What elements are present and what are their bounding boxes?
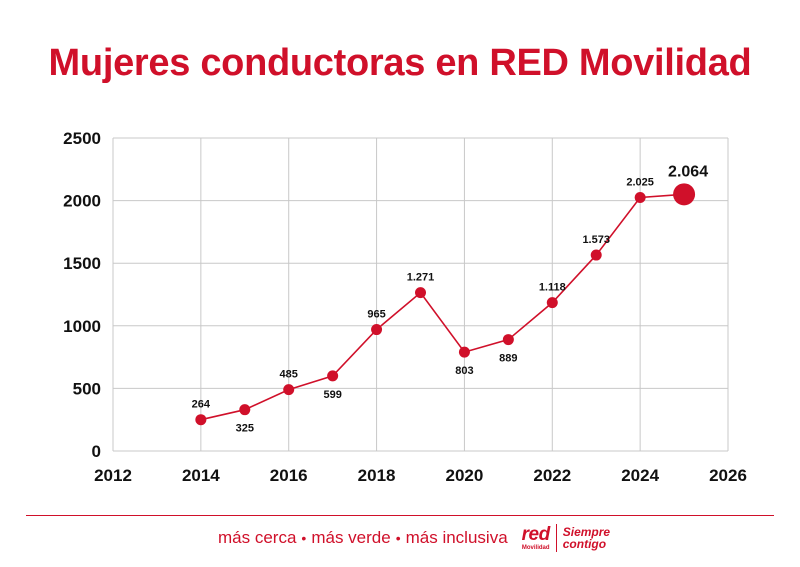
x-axis-ticks: 2012 2014 2016 2018 2020 2022 2024 2026 [94,466,747,485]
logo-divider [555,524,557,552]
data-points [195,183,696,426]
data-point [283,384,295,396]
data-label: 2.025 [626,176,654,188]
x-tick-label: 2022 [533,466,571,485]
data-point [546,297,558,309]
y-axis-ticks: 0 500 1000 1500 2000 2500 [63,129,101,461]
series-line-path [200,193,685,421]
data-point [634,191,646,203]
x-tick-label: 2024 [621,466,659,485]
data-label: 803 [455,365,473,377]
y-tick-label: 2500 [63,129,101,148]
data-label: 889 [499,353,517,365]
slogan-line: Siempre [562,525,611,539]
y-tick-label: 2000 [63,192,101,211]
tagline-separator: • [301,530,307,546]
x-tick-label: 2014 [182,466,220,485]
data-point [590,249,602,261]
data-label: 599 [323,389,341,401]
data-label: 1.118 [539,282,566,294]
tagline-separator: • [395,530,401,546]
tagline-part: más cerca [218,528,297,547]
y-tick-label: 500 [73,379,101,398]
x-tick-label: 2016 [270,466,308,485]
x-tick-label: 2012 [94,466,132,485]
data-label: 2.064 [668,163,708,180]
data-label: 264 [192,399,211,411]
data-label: 1.573 [582,234,610,246]
data-labels: 264 325 485 599 965 1.271 803 889 1.118 1.573 2.02… [192,163,709,434]
x-tick-label: 2018 [358,466,396,485]
slogan-line: contigo [562,537,607,551]
data-point [195,414,207,426]
slogan: Siempre contigo [563,526,610,550]
data-label: 325 [236,423,254,435]
data-point [371,324,383,336]
data-label: 1.271 [407,272,435,284]
data-point-highlight [673,183,696,206]
data-point [239,404,251,416]
red-movilidad-logo: red Movilidad [521,524,551,551]
x-tick-label: 2026 [709,466,747,485]
data-point [415,287,426,299]
chart-title: Mujeres conductoras en RED Movilidad [48,42,752,84]
y-tick-label: 0 [92,442,101,461]
data-label: 965 [367,309,385,321]
footer: más cerca • más verde • más inclusiva re… [218,522,610,554]
data-point [458,346,470,358]
tagline-part: más verde [311,528,391,547]
grid [112,137,729,452]
logo-wordmark: red [521,524,551,545]
logo-subtitle: Movilidad [521,545,550,551]
footer-divider [26,515,774,516]
data-label: 485 [280,369,298,381]
tagline-part: más inclusiva [405,528,508,547]
y-tick-label: 1500 [63,254,101,273]
x-tick-label: 2020 [446,466,484,485]
data-point [502,334,514,346]
y-tick-label: 1000 [63,317,101,336]
series-line [200,193,685,421]
data-point [327,370,339,382]
